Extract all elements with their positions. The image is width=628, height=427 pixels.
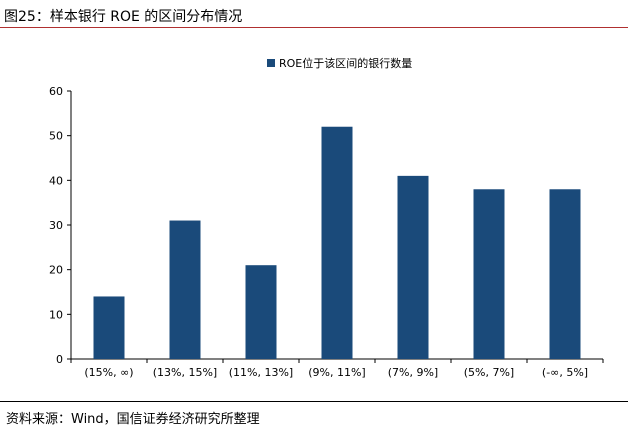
source-note: 资料来源：Wind，国信证券经济研究所整理	[6, 412, 260, 427]
bar	[473, 189, 505, 359]
y-tick-label: 30	[49, 219, 63, 232]
y-tick-label: 20	[49, 264, 63, 277]
x-tick-label: (15%, ∞)	[84, 366, 133, 379]
y-tick-label: 0	[56, 353, 63, 366]
x-tick-label: (11%, 13%]	[229, 366, 293, 379]
legend-label: ROE位于该区间的银行数量	[279, 56, 412, 70]
x-tick-label: (5%, 7%]	[464, 366, 514, 379]
bar	[549, 189, 581, 359]
y-tick-label: 50	[49, 130, 63, 143]
x-tick-label: (9%, 11%]	[308, 366, 365, 379]
y-tick-label: 10	[49, 308, 63, 321]
title-rule	[0, 27, 628, 28]
plot-area: 0 10 20 30 40 50 60 (15%, ∞) (13%, 15%] (11%, 13%…	[49, 85, 604, 379]
source-rule	[0, 401, 628, 402]
bar	[397, 175, 429, 359]
legend-swatch	[267, 59, 275, 67]
y-tick-label: 60	[49, 85, 63, 98]
bar	[321, 126, 353, 359]
x-tick-label: (-∞, 5%]	[542, 366, 588, 379]
legend: ROE位于该区间的银行数量	[267, 56, 412, 70]
bar	[169, 220, 201, 359]
bar	[245, 265, 277, 359]
x-tick-label: (13%, 15%]	[153, 366, 217, 379]
bar	[93, 296, 125, 359]
figure-title: 图25：样本银行 ROE 的区间分布情况	[4, 9, 243, 25]
x-tick-label: (7%, 9%]	[388, 366, 438, 379]
y-tick-label: 40	[49, 174, 63, 187]
